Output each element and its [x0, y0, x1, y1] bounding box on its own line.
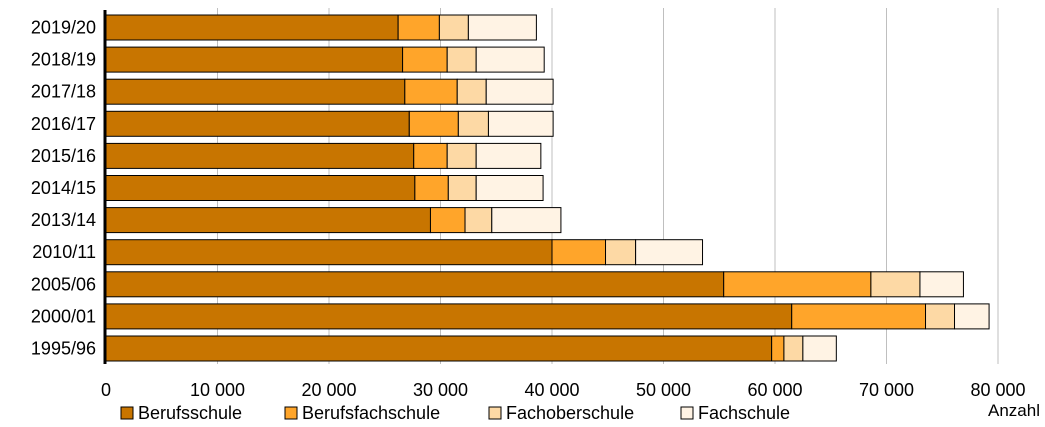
legend-swatch	[284, 406, 298, 420]
bar-segment	[447, 175, 477, 201]
bar-segment	[467, 14, 537, 41]
bar-segment	[105, 78, 406, 105]
legend-swatch	[680, 406, 694, 420]
legend-item: Fachschule	[680, 403, 790, 423]
bar-segment	[464, 207, 493, 234]
category-label: 2015/16	[31, 146, 96, 166]
x-tick-label: 40 000	[524, 380, 579, 400]
bar-segment	[105, 110, 410, 137]
legend-item: Berufsfachschule	[284, 403, 440, 423]
bar-segment	[429, 207, 466, 234]
legend-label: Berufsschule	[138, 403, 242, 423]
x-tick-label: 60 000	[747, 380, 802, 400]
bar-segment	[771, 335, 785, 362]
bar-segment	[105, 14, 399, 41]
bar-segment	[635, 239, 704, 266]
bar-segment	[456, 78, 487, 105]
bar-segment	[105, 142, 415, 169]
bars	[105, 14, 990, 362]
bar-segment	[457, 110, 489, 137]
bar-segment	[413, 142, 448, 169]
bar-segment	[105, 46, 404, 73]
bar-segment	[446, 46, 477, 73]
x-tick-label: 50 000	[636, 380, 691, 400]
bar-segment	[491, 207, 562, 234]
x-tick-label: 0	[101, 380, 111, 400]
bar-segment	[475, 46, 545, 73]
bar-segment	[408, 110, 459, 137]
legend-item: Berufsschule	[120, 403, 242, 423]
bar-segment	[105, 207, 431, 234]
bar-segment	[105, 271, 725, 298]
bar-segment	[404, 78, 458, 105]
bar-segment	[487, 110, 554, 137]
bar-segment	[414, 175, 449, 201]
category-label: 2010/11	[32, 242, 96, 262]
category-label: 2000/01	[31, 306, 96, 326]
category-labels: 2019/20 2018/19 2017/18 2016/17 2015/16 2014/…	[31, 18, 96, 359]
bar-segment	[925, 303, 956, 330]
category-label: 2017/18	[31, 82, 96, 102]
bar-segment	[105, 303, 793, 330]
x-tick-label: 20 000	[301, 380, 356, 400]
bar-segment	[802, 335, 837, 362]
bar-segment	[954, 303, 990, 330]
bar-segment	[919, 271, 964, 298]
category-label: 2005/06	[31, 274, 96, 294]
category-label: 2019/20	[31, 18, 96, 38]
legend: Berufsschule Berufsfachschule Fachoberschu…	[120, 403, 790, 423]
bar-segment	[446, 142, 477, 169]
bar-segment	[402, 46, 448, 73]
category-label: 1995/96	[31, 339, 96, 359]
bar-segment	[551, 239, 607, 266]
bar-segment	[105, 239, 553, 266]
category-label: 2013/14	[31, 210, 96, 230]
x-tick-label: 70 000	[859, 380, 914, 400]
bar-segment	[105, 175, 416, 201]
legend-swatch	[488, 406, 502, 420]
legend-swatch	[120, 406, 134, 420]
legend-item: Fachoberschule	[488, 403, 634, 423]
x-axis-unit-label: Anzahl	[988, 401, 1040, 420]
bar-segment	[438, 14, 469, 41]
category-label: 2018/19	[31, 50, 96, 70]
bar-segment	[783, 335, 804, 362]
x-tick-label: 80 000	[970, 380, 1025, 400]
x-tick-labels: 0 10 000 20 000 30 000 40 000 50 000 60 000 70 …	[101, 380, 1026, 400]
bar-segment	[485, 78, 554, 105]
x-tick-label: 30 000	[413, 380, 468, 400]
bar-segment	[475, 142, 542, 169]
bar-segment	[475, 175, 544, 201]
legend-label: Fachschule	[698, 403, 790, 423]
bar-segment	[870, 271, 921, 298]
bar-segment	[105, 335, 773, 362]
legend-label: Berufsfachschule	[302, 403, 440, 423]
bar-segment	[791, 303, 927, 330]
bar-segment	[605, 239, 637, 266]
x-tick-label: 10 000	[190, 380, 245, 400]
category-label: 2016/17	[31, 114, 96, 134]
category-label: 2014/15	[31, 178, 96, 198]
bar-segment	[397, 14, 440, 41]
legend-label: Fachoberschule	[506, 403, 634, 423]
bar-segment	[723, 271, 872, 298]
